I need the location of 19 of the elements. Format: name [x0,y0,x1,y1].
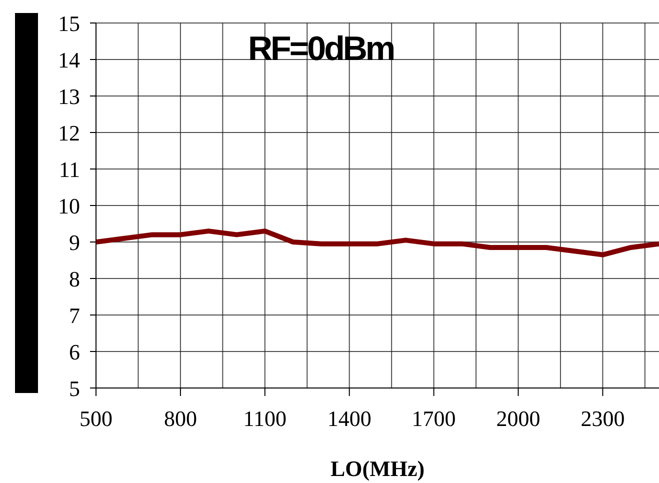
y-tick-label: 12 [58,120,80,146]
x-axis-title: LO(MHz) [330,456,425,481]
y-tick-label: 11 [58,157,80,182]
y-tick-label: 6 [69,340,80,364]
y-tick-label: 15 [58,11,80,36]
x-tick-label: 1100 [243,406,286,431]
x-tick-label: 500 [80,406,112,431]
x-tick-label: 1400 [327,406,372,431]
y-tick-label: 8 [69,266,80,292]
y-tick-label: 14 [58,48,80,72]
x-tick-label: 2300 [580,406,625,431]
y-tick-label: 13 [58,84,80,109]
y-tick-label: 7 [69,303,80,328]
x-tick-label: 800 [164,406,197,431]
x-tick-label: 1700 [412,406,456,431]
y-tick-label: 10 [58,194,80,218]
y-tick-label: 5 [69,376,80,401]
y-tick-label: 9 [69,230,80,255]
x-tick-label: 2000 [496,406,540,431]
